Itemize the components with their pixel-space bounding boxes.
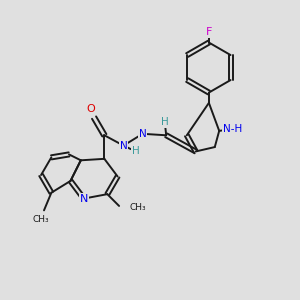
Text: H: H [161, 117, 169, 127]
Text: N-H: N-H [223, 124, 242, 134]
Text: N: N [120, 141, 128, 151]
Text: CH₃: CH₃ [129, 203, 146, 212]
Text: N: N [80, 194, 88, 204]
Text: N: N [139, 129, 146, 139]
Text: F: F [206, 27, 212, 37]
Text: H: H [132, 146, 140, 157]
Text: O: O [87, 104, 95, 114]
Text: CH₃: CH₃ [33, 215, 50, 224]
